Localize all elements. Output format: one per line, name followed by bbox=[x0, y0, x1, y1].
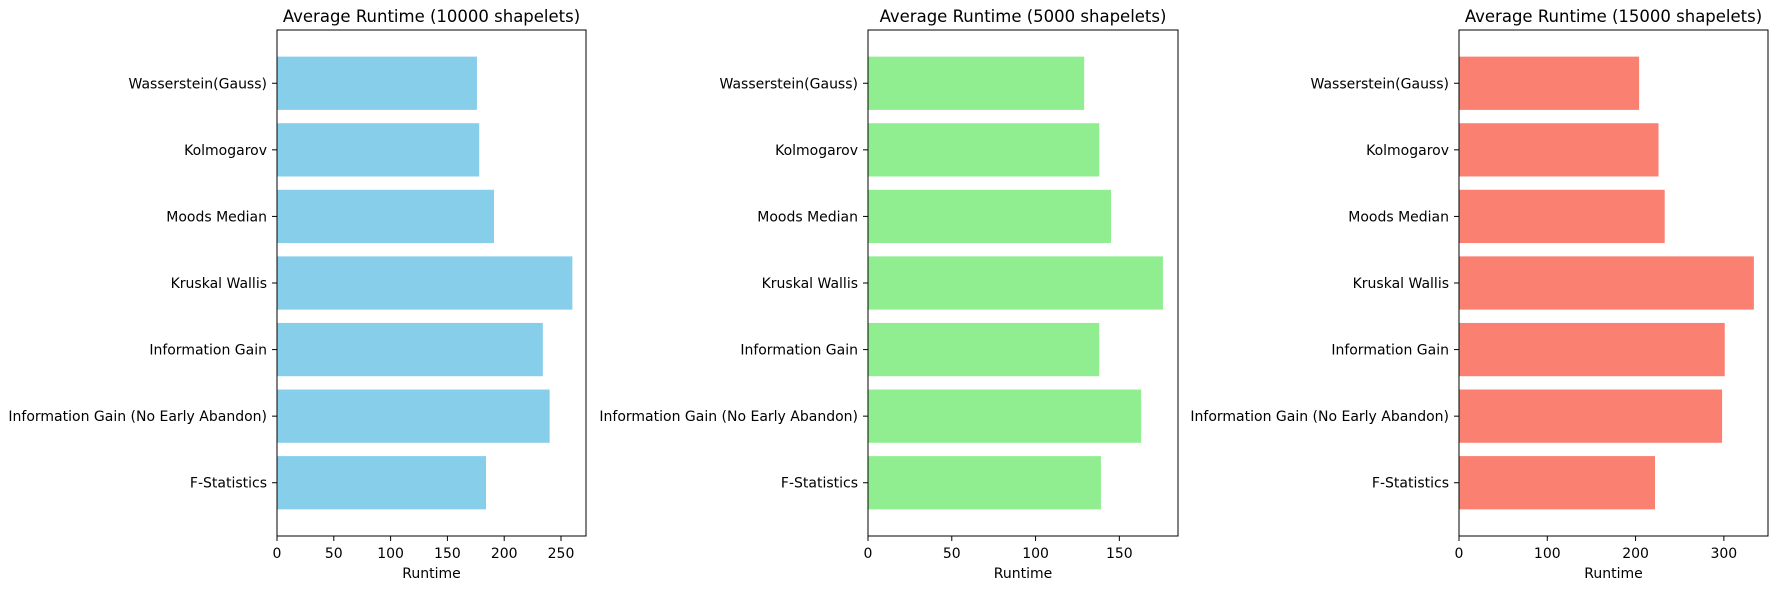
chart-title: Average Runtime (15000 shapelets) bbox=[1465, 7, 1762, 26]
y-tick-label: F-Statistics bbox=[1372, 476, 1449, 492]
bar bbox=[1459, 189, 1665, 244]
chart-panel-2: F-Statistics Information Gain (No Early A… bbox=[1190, 7, 1769, 582]
y-tick-label: Information Gain (No Early Abandon) bbox=[1190, 409, 1449, 425]
bar bbox=[277, 389, 550, 443]
x-axis-label: Runtime bbox=[994, 566, 1052, 582]
x-tick-label: 50 bbox=[325, 546, 343, 562]
bar bbox=[868, 389, 1142, 443]
y-tick-label: Information Gain bbox=[740, 343, 858, 359]
y-tick-label: Moods Median bbox=[757, 209, 858, 225]
bar bbox=[277, 256, 573, 310]
bar bbox=[277, 322, 543, 377]
x-tick-label: 100 bbox=[377, 546, 404, 562]
x-tick-label: 300 bbox=[1710, 546, 1737, 562]
x-tick-label: 0 bbox=[1455, 546, 1464, 562]
y-tick-label: Kruskal Wallis bbox=[171, 276, 267, 292]
axes-frame bbox=[276, 29, 587, 537]
bar bbox=[1459, 456, 1655, 510]
y-tick-label: Wasserstein(Gauss) bbox=[720, 76, 858, 92]
bar bbox=[277, 189, 494, 244]
bar bbox=[868, 456, 1101, 510]
y-tick-label: Wasserstein(Gauss) bbox=[129, 76, 267, 92]
chart-panel-0: F-Statistics Information Gain (No Early A… bbox=[8, 7, 587, 582]
axes-frame bbox=[1458, 29, 1769, 537]
x-tick-label: 100 bbox=[1534, 546, 1561, 562]
y-tick-label: Moods Median bbox=[1348, 209, 1449, 225]
x-axis-label: Runtime bbox=[1584, 566, 1642, 582]
x-tick-label: 150 bbox=[1106, 546, 1133, 562]
y-tick-label: Information Gain (No Early Abandon) bbox=[8, 409, 267, 425]
axes-frame bbox=[867, 29, 1179, 537]
y-tick-label: Kruskal Wallis bbox=[1353, 276, 1449, 292]
bar bbox=[277, 456, 487, 510]
y-tick-label: Information Gain (No Early Abandon) bbox=[599, 409, 858, 425]
x-tick-label: 250 bbox=[548, 546, 575, 562]
y-tick-label: Kolmogarov bbox=[1366, 143, 1449, 159]
chart-title: Average Runtime (10000 shapelets) bbox=[283, 7, 580, 26]
y-tick-label: Kolmogarov bbox=[775, 143, 858, 159]
y-tick-label: Information Gain bbox=[1331, 343, 1449, 359]
y-tick-label: Wasserstein(Gauss) bbox=[1311, 76, 1449, 92]
bar bbox=[1459, 256, 1754, 310]
bar bbox=[868, 56, 1085, 110]
x-tick-label: 0 bbox=[273, 546, 282, 562]
y-tick-label: Kolmogarov bbox=[184, 143, 267, 159]
bar bbox=[1459, 56, 1640, 110]
y-tick-label: Moods Median bbox=[166, 209, 267, 225]
bar bbox=[868, 123, 1100, 177]
bar bbox=[277, 123, 480, 177]
y-tick-label: Information Gain bbox=[149, 343, 267, 359]
y-tick-label: F-Statistics bbox=[190, 476, 267, 492]
x-axis-label: Runtime bbox=[402, 566, 460, 582]
bar bbox=[277, 56, 477, 110]
bar bbox=[1459, 322, 1725, 377]
chart-title: Average Runtime (5000 shapelets) bbox=[880, 7, 1167, 26]
x-tick-label: 50 bbox=[943, 546, 961, 562]
x-tick-label: 100 bbox=[1022, 546, 1049, 562]
bar bbox=[868, 322, 1100, 377]
x-tick-label: 200 bbox=[1622, 546, 1649, 562]
x-tick-label: 200 bbox=[491, 546, 518, 562]
chart-panel-1: F-Statistics Information Gain (No Early A… bbox=[599, 7, 1179, 582]
bar bbox=[1459, 123, 1659, 177]
bar bbox=[868, 189, 1111, 244]
y-tick-label: F-Statistics bbox=[781, 476, 858, 492]
x-tick-label: 0 bbox=[864, 546, 873, 562]
bar bbox=[868, 256, 1163, 310]
x-tick-label: 150 bbox=[434, 546, 461, 562]
y-tick-label: Kruskal Wallis bbox=[762, 276, 858, 292]
bar bbox=[1459, 389, 1723, 443]
